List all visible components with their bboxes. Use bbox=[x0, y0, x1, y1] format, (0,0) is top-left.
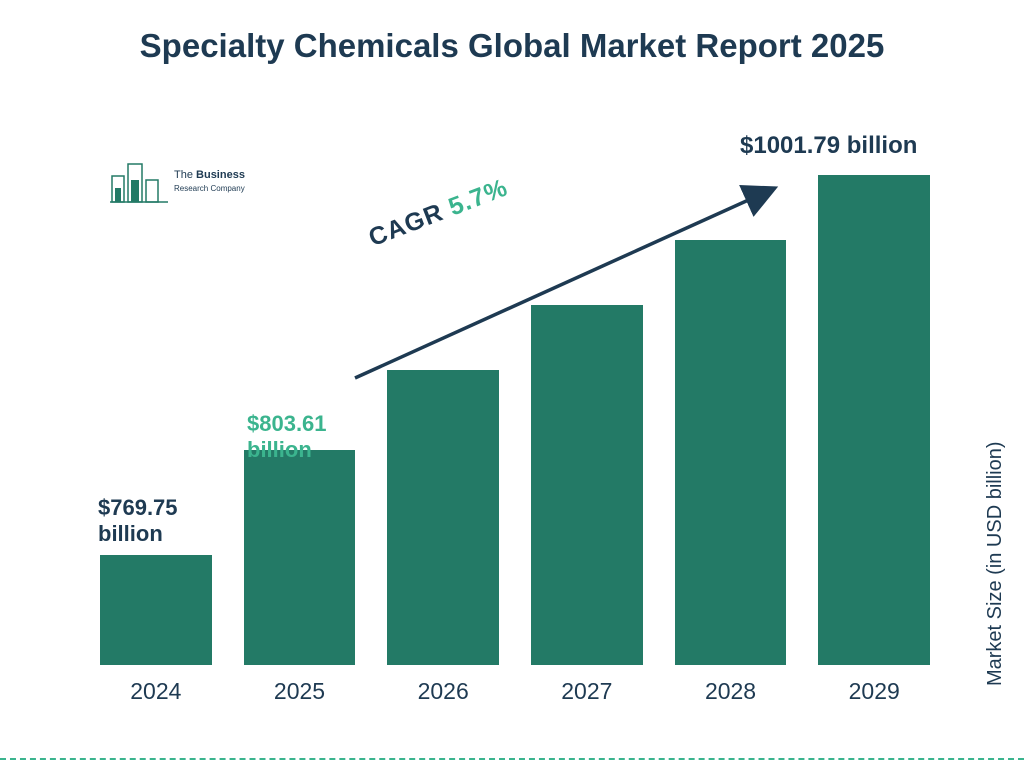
bar-col-2026 bbox=[387, 370, 499, 665]
value-2024-unit: billion bbox=[98, 521, 163, 546]
xlabel-2024: 2024 bbox=[100, 670, 212, 705]
value-2025-amount: $803.61 bbox=[247, 411, 327, 436]
xlabel-2029: 2029 bbox=[818, 670, 930, 705]
value-2025-unit: billion bbox=[247, 437, 312, 462]
xlabel-2025: 2025 bbox=[244, 670, 356, 705]
bar-2024 bbox=[100, 555, 212, 665]
value-label-2029: $1001.79 billion bbox=[740, 132, 917, 161]
value-label-2024: $769.75 billion bbox=[98, 495, 178, 548]
value-label-2025: $803.61 billion bbox=[247, 411, 327, 464]
trend-arrow bbox=[345, 168, 795, 398]
xlabel-2028: 2028 bbox=[675, 670, 787, 705]
bar-2029 bbox=[818, 175, 930, 665]
bar-col-2024 bbox=[100, 555, 212, 665]
xlabel-2026: 2026 bbox=[387, 670, 499, 705]
bottom-dashed-line bbox=[0, 758, 1024, 760]
bar-col-2029 bbox=[818, 175, 930, 665]
bar-2026 bbox=[387, 370, 499, 665]
chart-title: Specialty Chemicals Global Market Report… bbox=[102, 25, 922, 66]
bar-col-2025 bbox=[244, 450, 356, 665]
bar-2025 bbox=[244, 450, 356, 665]
value-2024-amount: $769.75 bbox=[98, 495, 178, 520]
x-axis-labels: 2024 2025 2026 2027 2028 2029 bbox=[100, 670, 930, 705]
xlabel-2027: 2027 bbox=[531, 670, 643, 705]
y-axis-label: Market Size (in USD billion) bbox=[985, 442, 1008, 687]
